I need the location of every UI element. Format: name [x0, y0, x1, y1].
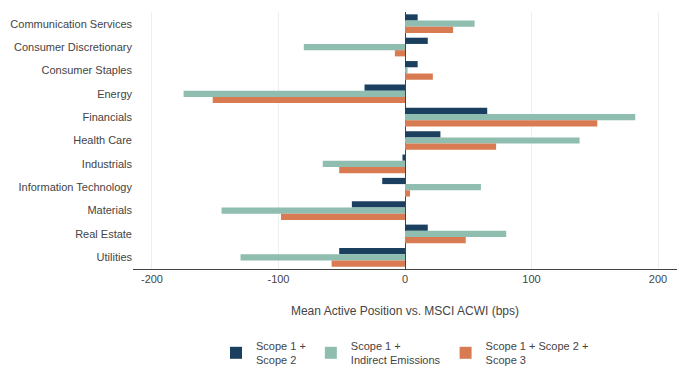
svg-text:Scope 1 +Scope 2: Scope 1 +Scope 2: [256, 340, 306, 366]
svg-text:Consumer Staples: Consumer Staples: [42, 64, 133, 76]
svg-text:-100: -100: [267, 273, 289, 285]
svg-text:Health Care: Health Care: [73, 134, 132, 146]
svg-text:Energy: Energy: [97, 88, 132, 100]
svg-text:Materials: Materials: [87, 204, 132, 216]
svg-text:Scope 1 + Scope 2 +Scope 3: Scope 1 + Scope 2 +Scope 3: [486, 340, 589, 366]
svg-text:Mean Active Position vs. MSCI: Mean Active Position vs. MSCI ACWI (bps): [291, 304, 519, 318]
svg-text:0: 0: [402, 273, 408, 285]
svg-text:200: 200: [649, 273, 667, 285]
svg-text:Information Technology: Information Technology: [18, 181, 132, 193]
svg-text:Utilities: Utilities: [97, 251, 133, 263]
svg-text:Financials: Financials: [82, 111, 132, 123]
svg-text:Consumer Discretionary: Consumer Discretionary: [14, 41, 132, 53]
svg-text:Scope 1 +Indirect Emissions: Scope 1 +Indirect Emissions: [351, 340, 441, 366]
svg-text:Communication Services: Communication Services: [10, 18, 132, 30]
svg-text:Real Estate: Real Estate: [75, 228, 132, 240]
svg-text:Industrials: Industrials: [82, 158, 133, 170]
svg-text:-200: -200: [141, 273, 163, 285]
svg-text:100: 100: [522, 273, 540, 285]
